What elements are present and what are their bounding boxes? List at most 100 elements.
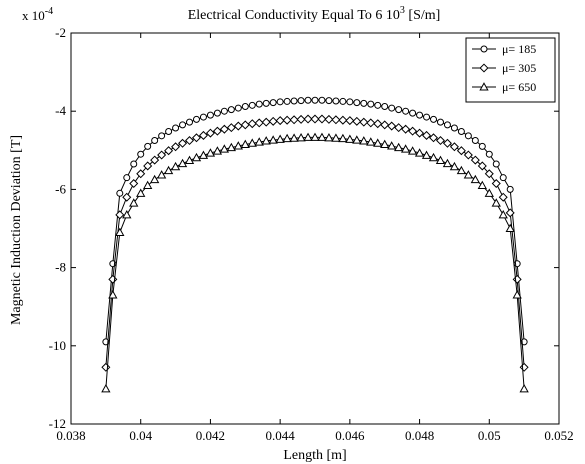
- data-point: [219, 124, 229, 134]
- data-point: [296, 132, 306, 142]
- data-point: [339, 97, 347, 105]
- legend-marker: [480, 45, 488, 53]
- data-point: [101, 383, 111, 393]
- data-point: [387, 121, 397, 131]
- data-point: [485, 150, 493, 158]
- data-point: [156, 170, 167, 179]
- data-point: [247, 119, 257, 129]
- data-point: [129, 198, 139, 207]
- data-point: [408, 126, 418, 136]
- data-point: [255, 100, 263, 108]
- data-point: [108, 274, 118, 284]
- data-point: [380, 120, 390, 130]
- data-point: [324, 114, 334, 124]
- data-point: [130, 160, 138, 168]
- data-point: [115, 227, 125, 236]
- data-point: [198, 130, 208, 140]
- data-point: [478, 142, 486, 150]
- legend-entry: μ= 185: [472, 42, 536, 56]
- data-point: [519, 383, 529, 393]
- data-point: [491, 198, 501, 207]
- data-point: [269, 99, 277, 107]
- data-point: [407, 146, 418, 155]
- data-point: [484, 169, 494, 179]
- y-tick-label: -12: [49, 416, 66, 431]
- data-point: [387, 141, 397, 150]
- data-point: [449, 161, 460, 171]
- data-point: [421, 150, 432, 159]
- data-point: [186, 118, 194, 126]
- data-point: [191, 133, 201, 143]
- data-point: [198, 150, 209, 159]
- data-point: [171, 142, 181, 152]
- data-point: [388, 104, 396, 112]
- data-point: [254, 118, 264, 128]
- data-point: [471, 137, 479, 145]
- data-point: [359, 136, 369, 145]
- data-point: [463, 170, 474, 179]
- data-point: [381, 103, 389, 111]
- data-point: [234, 104, 242, 112]
- data-point: [283, 97, 291, 105]
- x-tick-label: 0.044: [266, 428, 296, 443]
- data-point: [338, 115, 348, 125]
- data-point: [248, 101, 256, 109]
- data-point: [345, 116, 355, 126]
- x-tick-label: 0.042: [196, 428, 225, 443]
- data-point: [297, 97, 305, 105]
- data-point: [311, 96, 319, 104]
- data-point: [443, 121, 451, 129]
- data-point: [226, 142, 236, 152]
- data-point: [470, 155, 480, 165]
- data-point: [359, 117, 369, 127]
- data-point: [170, 161, 181, 171]
- data-point: [240, 120, 250, 130]
- x-tick-label: 0.038: [56, 428, 85, 443]
- data-point: [303, 132, 313, 141]
- data-point: [394, 123, 404, 133]
- data-point: [402, 107, 410, 115]
- data-point: [165, 128, 173, 136]
- data-point: [240, 139, 250, 148]
- data-point: [352, 135, 362, 144]
- data-point: [374, 101, 382, 109]
- data-point: [310, 132, 320, 141]
- data-point: [324, 132, 334, 142]
- data-point: [172, 124, 180, 132]
- data-point: [179, 121, 187, 129]
- data-point: [219, 144, 230, 153]
- data-point: [184, 155, 195, 165]
- data-point: [505, 208, 515, 218]
- data-point: [282, 133, 292, 143]
- data-point: [430, 115, 438, 123]
- data-point: [395, 106, 403, 114]
- data-point: [416, 111, 424, 119]
- data-point: [415, 128, 425, 138]
- data-point: [254, 137, 264, 146]
- data-point: [512, 290, 522, 299]
- data-point: [394, 142, 404, 152]
- data-point: [143, 180, 153, 190]
- data-point: [346, 98, 354, 106]
- data-point: [289, 133, 299, 142]
- data-point: [226, 123, 236, 133]
- data-point: [137, 150, 145, 158]
- data-point: [143, 161, 153, 171]
- chart-title-sup: 3: [400, 5, 405, 16]
- data-point: [470, 174, 480, 184]
- data-point: [164, 146, 174, 156]
- data-point: [191, 152, 202, 162]
- data-point: [233, 141, 243, 150]
- data-point: [177, 158, 188, 168]
- x-tick-label: 0.04: [129, 428, 152, 443]
- data-point: [506, 185, 514, 193]
- legend-marker: [479, 63, 489, 73]
- data-point: [212, 146, 223, 155]
- y-tick-label: -10: [49, 338, 66, 353]
- data-point: [318, 96, 326, 104]
- data-point: [477, 180, 487, 190]
- data-point: [505, 223, 515, 233]
- data-point: [331, 133, 341, 142]
- plot-frame: [70, 32, 560, 425]
- data-point: [380, 139, 390, 148]
